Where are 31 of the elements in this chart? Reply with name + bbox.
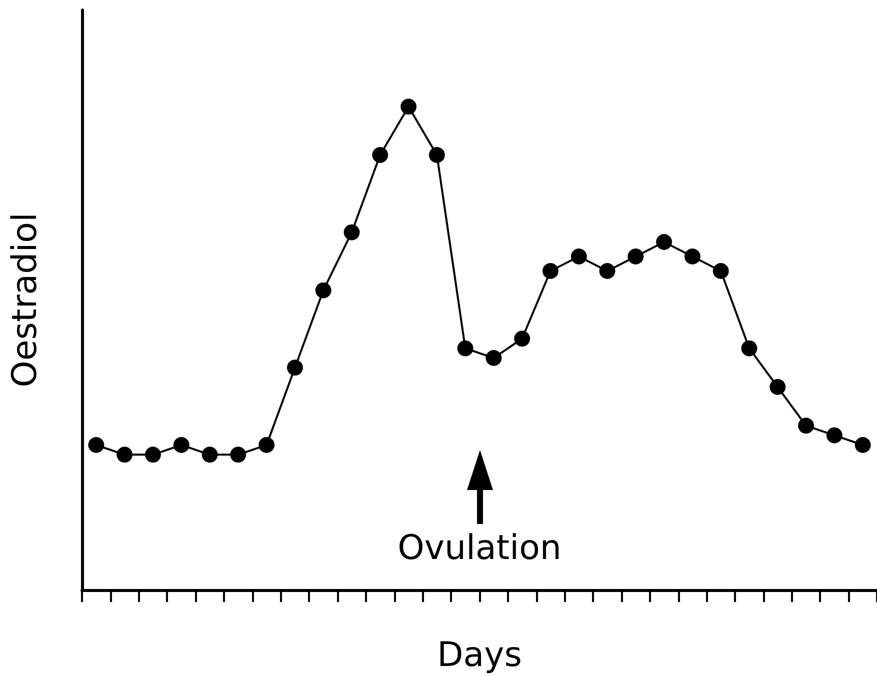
point — [286, 360, 303, 376]
annotation: Ovulation — [398, 528, 562, 568]
point — [344, 224, 360, 240]
x-axis-title: Days — [437, 635, 522, 675]
point — [457, 340, 474, 356]
point — [116, 446, 133, 463]
point — [770, 379, 786, 395]
y-axis-title: Oestradiol — [5, 212, 45, 388]
point — [656, 234, 672, 250]
point — [230, 446, 246, 463]
point — [173, 437, 190, 453]
point — [372, 147, 388, 163]
point — [712, 263, 729, 279]
point — [741, 340, 758, 356]
point — [798, 418, 814, 434]
point — [684, 248, 700, 264]
point — [88, 437, 104, 453]
point — [514, 330, 530, 347]
point — [486, 350, 502, 366]
point — [428, 147, 445, 163]
point — [854, 437, 871, 453]
point — [400, 98, 417, 115]
point — [542, 263, 558, 279]
point — [202, 446, 218, 463]
point — [826, 427, 842, 444]
point — [628, 248, 644, 264]
point — [599, 263, 616, 279]
point — [258, 437, 275, 453]
point — [145, 446, 161, 463]
point — [315, 282, 332, 298]
point — [570, 248, 587, 264]
